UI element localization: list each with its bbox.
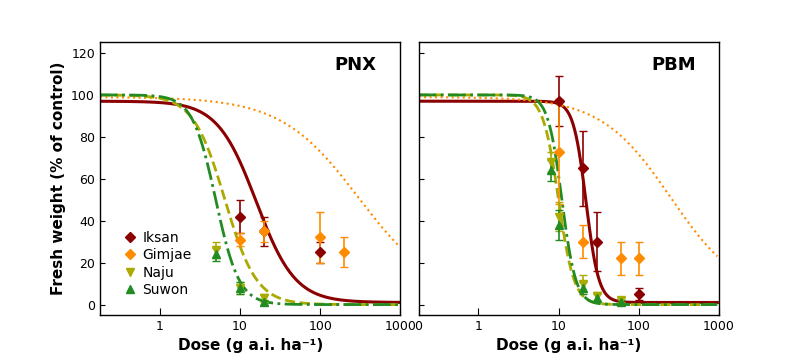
Legend: Iksan, Gimjae, Naju, Suwon: Iksan, Gimjae, Naju, Suwon: [119, 225, 197, 303]
Y-axis label: Fresh weight (% of control): Fresh weight (% of control): [50, 62, 66, 296]
Text: PBM: PBM: [652, 56, 696, 74]
Text: PNX: PNX: [334, 56, 376, 74]
X-axis label: Dose (g a.i. ha⁻¹): Dose (g a.i. ha⁻¹): [496, 338, 642, 354]
X-axis label: Dose (g a.i. ha⁻¹): Dose (g a.i. ha⁻¹): [177, 338, 323, 354]
